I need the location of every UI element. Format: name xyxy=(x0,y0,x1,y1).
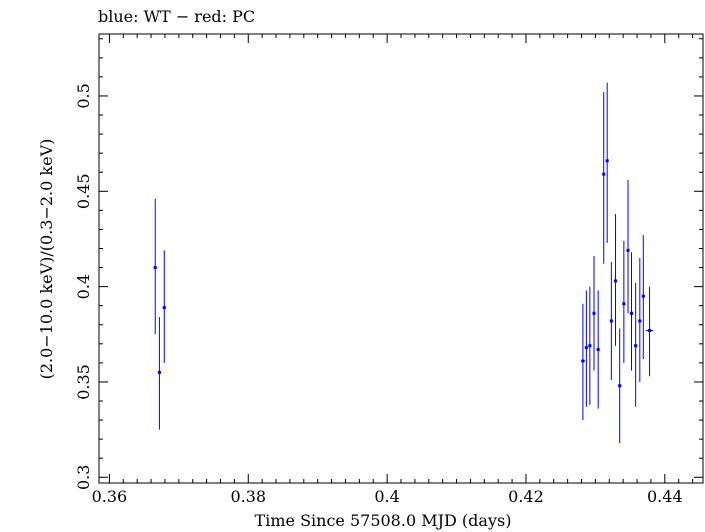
y-tick-label: 0.45 xyxy=(74,173,93,209)
point-marker xyxy=(581,359,585,363)
x-tick-label: 0.4 xyxy=(374,487,399,506)
point-marker xyxy=(629,311,633,315)
point-marker xyxy=(622,302,626,306)
axis-ticks xyxy=(99,34,703,483)
point-marker xyxy=(648,328,652,332)
y-tick-label: 0.4 xyxy=(74,274,93,299)
point-marker xyxy=(592,311,596,315)
data-point xyxy=(580,303,585,421)
data-point xyxy=(596,290,600,409)
data-point xyxy=(602,92,606,264)
data-point xyxy=(153,198,157,335)
point-marker xyxy=(157,370,161,374)
data-point xyxy=(638,258,642,382)
y-tick-labels: 0.3 0.35 0.4 0.45 0.5 xyxy=(74,83,93,490)
data-point xyxy=(162,250,166,363)
plot-frame xyxy=(98,33,704,484)
point-marker xyxy=(626,248,630,252)
point-marker xyxy=(153,266,157,270)
data-point xyxy=(618,328,622,443)
data-point xyxy=(605,82,609,243)
data-point xyxy=(646,286,654,377)
data-point xyxy=(626,179,630,314)
point-marker xyxy=(609,319,613,323)
data-point xyxy=(588,286,592,405)
y-tick-label: 0.3 xyxy=(74,465,93,490)
data-point xyxy=(584,290,588,407)
data-point xyxy=(634,282,638,407)
point-marker xyxy=(618,384,622,388)
point-marker xyxy=(162,306,166,310)
data-point xyxy=(622,240,626,363)
chart-title: blue: WT − red: PC xyxy=(98,7,255,26)
point-marker xyxy=(588,344,592,348)
x-tick-label: 0.38 xyxy=(230,487,266,506)
point-marker xyxy=(596,348,600,352)
data-point xyxy=(641,235,645,360)
y-tick-label: 0.35 xyxy=(74,364,93,400)
y-tick-label: 0.5 xyxy=(74,83,93,108)
x-tick-label: 0.36 xyxy=(92,487,128,506)
data-point xyxy=(157,317,161,430)
data-point xyxy=(629,252,633,371)
point-marker xyxy=(605,159,609,163)
point-marker xyxy=(634,344,638,348)
data-point xyxy=(614,214,618,346)
x-tick-label: 0.42 xyxy=(508,487,544,506)
x-tick-label: 0.44 xyxy=(647,487,683,506)
x-axis-label: Time Since 57508.0 MJD (days) xyxy=(255,511,512,530)
point-marker xyxy=(614,279,618,283)
point-marker xyxy=(584,346,588,350)
point-marker xyxy=(602,172,606,176)
y-axis-label: (2.0−10.0 keV)/(0.3−2.0 keV) xyxy=(37,139,56,380)
point-marker xyxy=(638,319,642,323)
data-points xyxy=(153,82,654,443)
point-marker xyxy=(641,294,645,298)
data-point xyxy=(592,256,596,371)
data-point xyxy=(609,261,613,381)
x-tick-labels: 0.36 0.38 0.4 0.42 0.44 xyxy=(92,487,683,506)
